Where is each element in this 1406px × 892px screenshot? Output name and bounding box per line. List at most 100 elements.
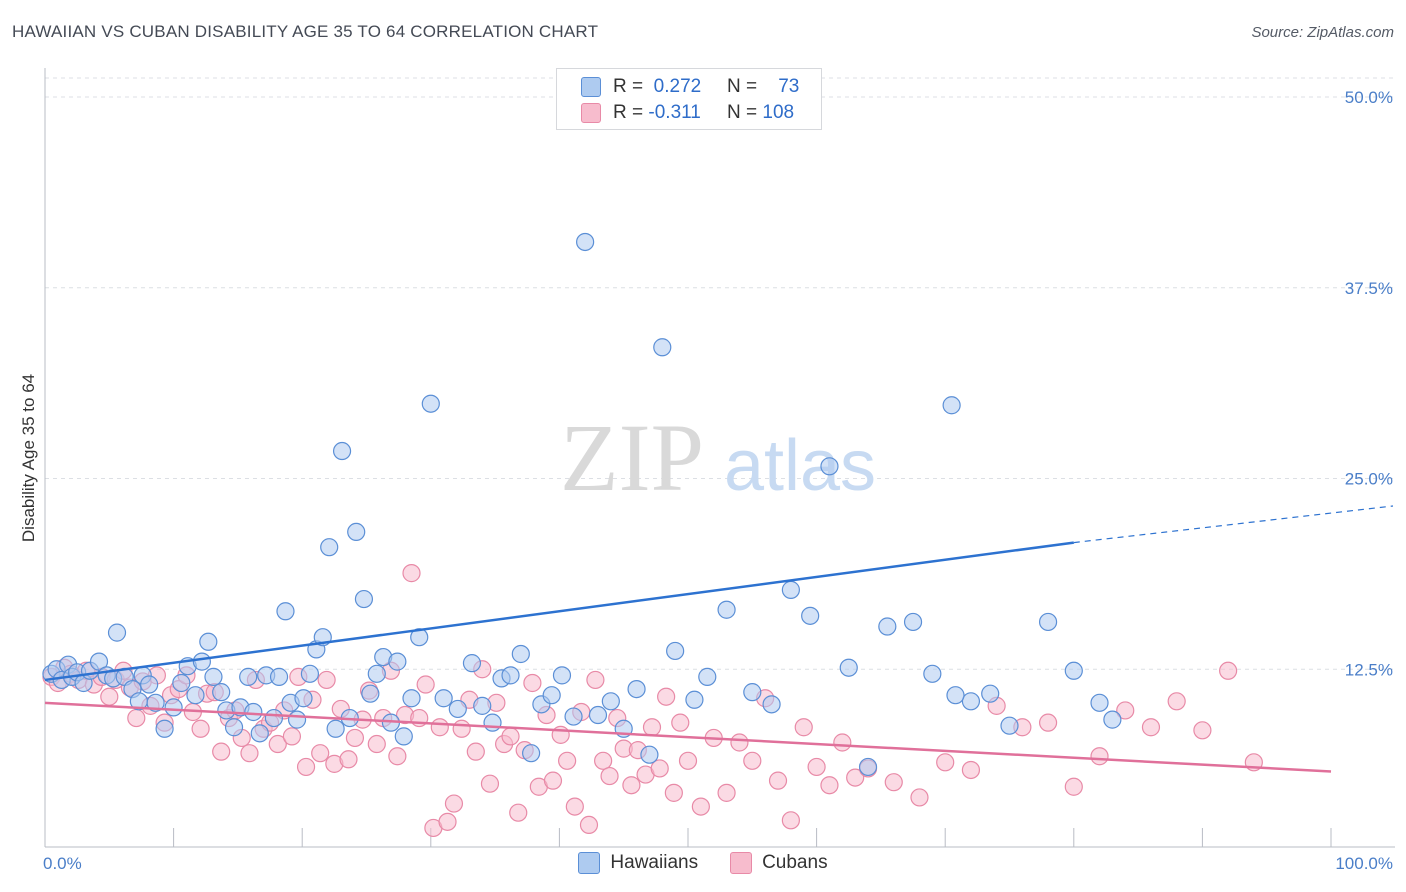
hawaiian-point	[394, 727, 413, 746]
hawaiian-point	[717, 600, 736, 619]
hawaiian-point	[276, 602, 295, 621]
hawaiian-point	[801, 606, 820, 625]
cuban-point	[1038, 713, 1058, 732]
hawaiian-point	[388, 652, 407, 671]
series-legend: Hawaiians Cubans	[0, 852, 1406, 874]
hawaiian-point	[300, 664, 320, 683]
cuban-point	[558, 751, 577, 770]
series-legend-cubans[interactable]: Cubans	[730, 852, 828, 874]
legend-n-label: N =	[727, 76, 758, 97]
hawaiian-point	[347, 522, 366, 542]
cuban-point	[642, 718, 662, 737]
cuban-point	[523, 673, 542, 693]
series-legend-label: Hawaiians	[610, 852, 699, 873]
cuban-point	[268, 734, 287, 754]
hawaiian-point	[1103, 710, 1122, 729]
cuban-point	[794, 718, 813, 737]
hawaiian-point	[410, 628, 429, 647]
hawaiian-point	[244, 702, 263, 722]
cuban-point	[717, 783, 736, 802]
hawaiian-point	[107, 623, 127, 642]
cuban-point	[1116, 701, 1135, 720]
hawaiian-point	[588, 705, 608, 725]
cuban-point	[501, 727, 520, 746]
legend-n-label: N =	[727, 102, 758, 123]
series-swatch-hawaiians	[578, 852, 601, 874]
hawaiian-point	[186, 686, 205, 705]
legend-swatch-hawaiians	[581, 77, 601, 97]
hawaiian-point	[332, 441, 352, 461]
hawaiian-point	[781, 580, 800, 599]
hawaiian-point	[1000, 716, 1019, 735]
cuban-point	[807, 757, 826, 777]
hawaiian-point	[212, 683, 231, 702]
hawaiian-point	[361, 684, 380, 703]
legend-n-value: 73	[778, 76, 800, 97]
cuban-point	[961, 760, 981, 780]
cuban-points	[42, 564, 1263, 838]
hawaiian-points	[42, 232, 1122, 777]
cuban-point	[1090, 747, 1109, 766]
hawaiian-point	[981, 684, 1000, 703]
hawaiian-point	[1090, 693, 1109, 712]
cuban-point	[509, 803, 528, 822]
hawaiian-point	[501, 666, 520, 685]
hawaiian-point	[287, 710, 307, 729]
legend-n-value: 108	[762, 102, 795, 123]
watermark: ZIP atlas	[560, 404, 876, 511]
hawaiian-point	[264, 708, 284, 728]
hawaiian-point	[576, 232, 595, 252]
hawaiian-point	[820, 457, 839, 476]
hawaiian-point	[354, 589, 374, 609]
hawaiian-point	[448, 699, 467, 719]
cuban-point	[388, 747, 407, 766]
cuban-point	[846, 768, 865, 787]
watermark-zip: ZIP	[560, 404, 704, 511]
cuban-point	[768, 771, 788, 790]
cuban-point	[1219, 661, 1238, 680]
cuban-point	[127, 708, 146, 728]
cuban-point	[678, 751, 698, 770]
hawaiian-point	[666, 641, 685, 661]
series-legend-hawaiians[interactable]: Hawaiians	[578, 852, 698, 874]
stats-legend: R = 0.272 N = 73 R = -0.311 N = 108	[556, 68, 822, 130]
hawaiian-point	[483, 713, 502, 732]
gridlines	[45, 77, 1395, 670]
cuban-point	[671, 713, 690, 732]
cuban-point	[936, 753, 955, 772]
cuban-point	[466, 742, 485, 761]
hawaiian-point	[146, 693, 165, 712]
legend-swatch-cubans	[581, 103, 601, 123]
cuban-point	[1141, 718, 1161, 737]
hawaiian-point	[942, 396, 961, 415]
cuban-point	[1193, 721, 1212, 740]
hawaiian-point	[961, 692, 981, 711]
cuban-point	[191, 719, 210, 738]
cuban-point	[339, 750, 358, 769]
hawaiian-point	[367, 664, 386, 683]
cuban-point	[416, 675, 435, 694]
cuban-point	[345, 728, 365, 748]
hawaiian-point	[294, 689, 313, 708]
hawaiian-point	[653, 338, 672, 357]
hawaiian-point	[839, 658, 858, 677]
hawaiian-point	[923, 664, 942, 683]
hawaiian-point	[564, 707, 583, 726]
hawaiian-point	[522, 744, 541, 763]
cuban-point	[296, 757, 316, 777]
cuban-point	[430, 718, 449, 737]
cuban-point	[657, 687, 676, 706]
cuban-point	[820, 776, 839, 795]
legend-r-value: -0.311	[648, 102, 701, 123]
cuban-point	[650, 759, 669, 778]
hawaiian-point	[685, 690, 704, 709]
hawaiian-point	[473, 696, 492, 715]
hawaiian-point	[434, 689, 453, 708]
hawaiian-point	[239, 667, 258, 686]
trendlines	[44, 505, 1394, 773]
cuban-point	[1167, 692, 1186, 711]
hawaiian-point	[326, 719, 345, 738]
cuban-point	[100, 687, 119, 706]
hawaiian-point	[224, 718, 244, 737]
